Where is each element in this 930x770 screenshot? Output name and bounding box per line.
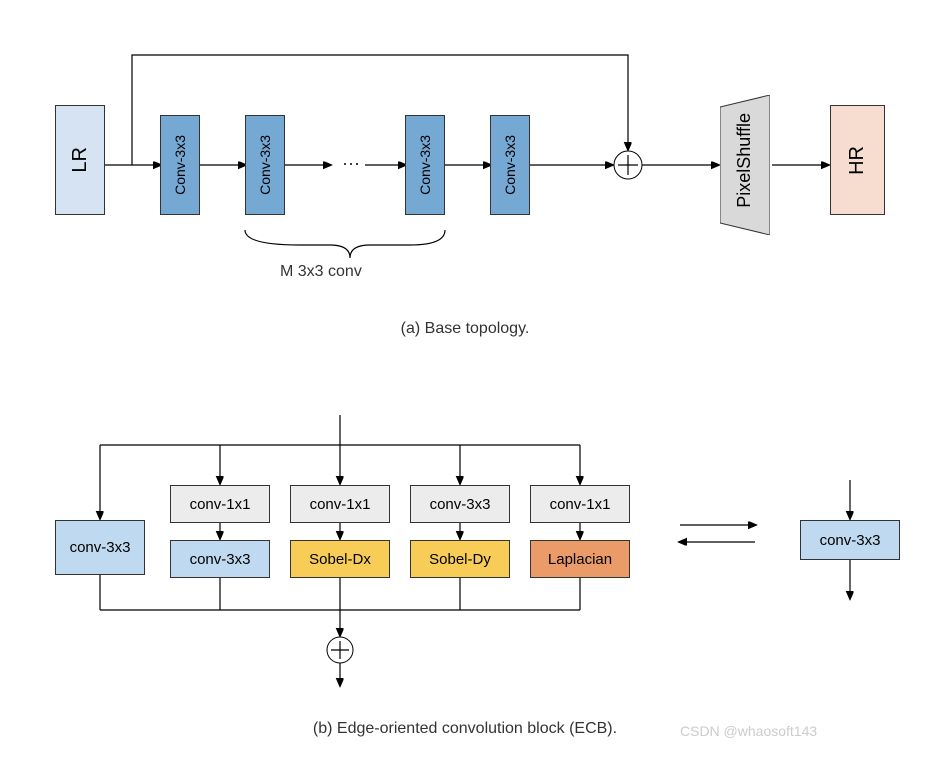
conv2-label: Conv-3x3 bbox=[257, 135, 273, 195]
brace-label: M 3x3 conv bbox=[280, 263, 362, 281]
ecb-left-conv-label: conv-3x3 bbox=[70, 539, 131, 556]
conv2: Conv-3x3 bbox=[245, 115, 285, 215]
ecb-col4-bot: Sobel-Dy bbox=[410, 540, 510, 578]
hr-label: HR bbox=[846, 146, 869, 175]
svg-text:⋯: ⋯ bbox=[342, 154, 360, 174]
pixelshuffle-label: PixelShuffle bbox=[734, 113, 755, 208]
ecb-col4-bot-label: Sobel-Dy bbox=[429, 551, 491, 568]
ecb-col5-top-label: conv-1x1 bbox=[550, 496, 611, 513]
figA-caption: (a) Base topology. bbox=[20, 320, 910, 338]
ecb-right-conv-label: conv-3x3 bbox=[820, 532, 881, 549]
ecb-left-conv: conv-3x3 bbox=[55, 520, 145, 575]
ecb-col2-bot-label: conv-3x3 bbox=[190, 551, 251, 568]
ecb-col4-top-label: conv-3x3 bbox=[430, 496, 491, 513]
lr-label: LR bbox=[69, 147, 92, 173]
ecb-col3-top: conv-1x1 bbox=[290, 485, 390, 523]
conv4: Conv-3x3 bbox=[490, 115, 530, 215]
ecb-col3-top-label: conv-1x1 bbox=[310, 496, 371, 513]
hr-block: HR bbox=[830, 105, 885, 215]
ecb-col2-top: conv-1x1 bbox=[170, 485, 270, 523]
ecb-right-conv: conv-3x3 bbox=[800, 520, 900, 560]
figA-lines: ⋯ bbox=[20, 20, 910, 750]
conv3-label: Conv-3x3 bbox=[417, 135, 433, 195]
ecb-col5-bot-label: Laplacian bbox=[548, 551, 612, 568]
conv1-label: Conv-3x3 bbox=[172, 135, 188, 195]
ecb-col2-top-label: conv-1x1 bbox=[190, 496, 251, 513]
pixelshuffle-block: PixelShuffle bbox=[720, 95, 770, 235]
ecb-col2-bot: conv-3x3 bbox=[170, 540, 270, 578]
ecb-col3-bot: Sobel-Dx bbox=[290, 540, 390, 578]
diagram-container: ⋯ bbox=[20, 20, 910, 750]
ecb-col5-bot: Laplacian bbox=[530, 540, 630, 578]
conv4-label: Conv-3x3 bbox=[502, 135, 518, 195]
ecb-col5-top: conv-1x1 bbox=[530, 485, 630, 523]
conv1: Conv-3x3 bbox=[160, 115, 200, 215]
conv3: Conv-3x3 bbox=[405, 115, 445, 215]
ecb-col4-top: conv-3x3 bbox=[410, 485, 510, 523]
lr-block: LR bbox=[55, 105, 105, 215]
watermark: CSDN @whaosoft143 bbox=[680, 723, 817, 739]
ecb-col3-bot-label: Sobel-Dx bbox=[309, 551, 371, 568]
